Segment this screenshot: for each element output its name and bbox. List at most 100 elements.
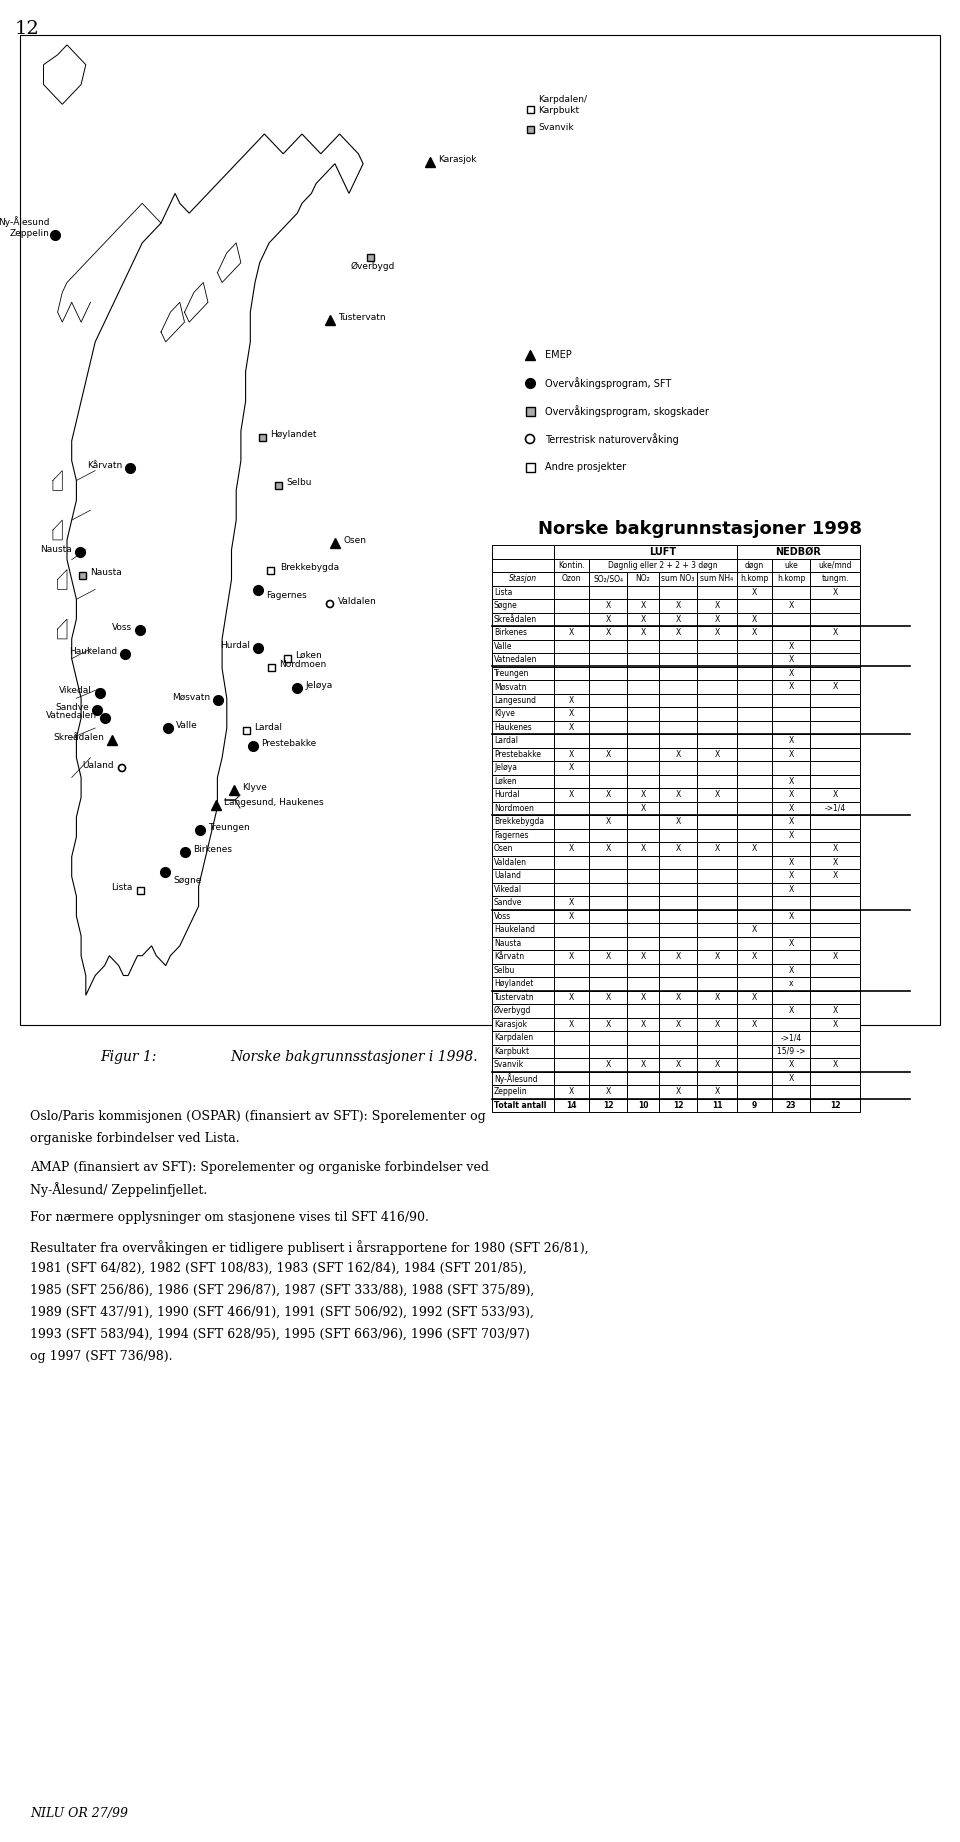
Text: Sandve: Sandve — [494, 899, 522, 908]
Text: X: X — [752, 588, 757, 597]
Bar — [772, 895, 810, 910]
Bar — [810, 733, 860, 748]
Text: Øverbygd: Øverbygd — [350, 262, 396, 271]
Bar — [737, 733, 772, 748]
Bar — [243, 726, 250, 733]
Bar — [492, 1098, 554, 1113]
Bar — [659, 761, 697, 774]
Bar — [554, 680, 589, 693]
Bar — [492, 855, 554, 869]
Bar — [627, 814, 659, 829]
Bar — [659, 895, 697, 910]
Bar — [627, 882, 659, 895]
Text: Karpdalen: Karpdalen — [494, 1033, 533, 1043]
Text: X: X — [606, 1087, 611, 1096]
Bar — [737, 586, 772, 599]
Bar — [589, 855, 627, 869]
Bar — [737, 936, 772, 950]
Bar — [697, 761, 737, 774]
Text: Sandve: Sandve — [56, 702, 89, 711]
Text: Tustervatn: Tustervatn — [338, 313, 386, 322]
Bar — [697, 748, 737, 761]
Text: X: X — [788, 682, 794, 691]
Text: X: X — [676, 952, 681, 962]
Bar — [554, 976, 589, 991]
Bar — [589, 667, 627, 680]
Bar — [810, 788, 860, 801]
Bar — [772, 869, 810, 882]
Text: X: X — [606, 628, 611, 637]
Text: Prestebakke: Prestebakke — [494, 750, 541, 759]
Bar — [810, 639, 860, 654]
Text: X: X — [788, 777, 794, 787]
Bar — [737, 1044, 772, 1057]
Bar — [772, 707, 810, 720]
Circle shape — [118, 764, 126, 772]
Bar — [810, 976, 860, 991]
Text: Vikedal: Vikedal — [494, 884, 522, 893]
Bar — [810, 774, 860, 788]
Bar — [659, 680, 697, 693]
Bar — [589, 842, 627, 855]
Text: 1989 (SFT 437/91), 1990 (SFT 466/91), 1991 (SFT 506/92), 1992 (SFT 533/93),: 1989 (SFT 437/91), 1990 (SFT 466/91), 19… — [30, 1306, 534, 1319]
Bar — [492, 895, 554, 910]
Text: Lista: Lista — [110, 882, 132, 892]
Bar — [697, 869, 737, 882]
Text: X: X — [640, 993, 646, 1002]
Bar — [737, 1057, 772, 1072]
Bar — [492, 733, 554, 748]
Bar — [772, 720, 810, 733]
Bar — [659, 923, 697, 936]
Text: 14: 14 — [566, 1102, 577, 1109]
Bar — [810, 1057, 860, 1072]
Bar — [589, 963, 627, 976]
Bar — [810, 1032, 860, 1044]
Bar — [589, 1098, 627, 1113]
Text: 1985 (SFT 256/86), 1986 (SFT 296/87), 1987 (SFT 333/88), 1988 (SFT 375/89),: 1985 (SFT 256/86), 1986 (SFT 296/87), 19… — [30, 1284, 535, 1297]
Bar — [697, 842, 737, 855]
Bar — [627, 829, 659, 842]
Bar — [627, 720, 659, 733]
Text: Langesund: Langesund — [494, 696, 536, 705]
Text: Karasjok: Karasjok — [494, 1020, 527, 1028]
Bar — [772, 1098, 810, 1113]
Text: X: X — [569, 709, 574, 718]
Bar — [589, 720, 627, 733]
Bar — [810, 586, 860, 599]
Text: X: X — [640, 803, 646, 812]
Text: X: X — [676, 1020, 681, 1028]
Bar — [659, 829, 697, 842]
Bar — [810, 991, 860, 1004]
Text: X: X — [606, 1020, 611, 1028]
Bar — [627, 801, 659, 814]
Bar — [554, 639, 589, 654]
Text: h.komp: h.komp — [740, 575, 769, 584]
Text: Ny-Ålesund
Zeppelin: Ny-Ålesund Zeppelin — [0, 216, 50, 238]
Text: X: X — [569, 1020, 574, 1028]
Bar — [627, 855, 659, 869]
Bar — [659, 586, 697, 599]
Bar — [492, 1004, 554, 1017]
Bar — [267, 567, 274, 573]
Text: X: X — [788, 803, 794, 812]
Bar — [810, 1098, 860, 1113]
Text: X: X — [606, 1061, 611, 1068]
Text: Treungen: Treungen — [494, 669, 529, 678]
Text: Svanvik: Svanvik — [538, 123, 574, 131]
Bar — [627, 733, 659, 748]
Text: Nausta: Nausta — [40, 545, 72, 553]
Text: X: X — [832, 858, 838, 868]
Text: Haukeland: Haukeland — [494, 925, 535, 934]
Text: X: X — [569, 899, 574, 908]
Bar — [589, 829, 627, 842]
Bar — [772, 573, 810, 586]
Text: Ny-Ålesund: Ny-Ålesund — [494, 1072, 538, 1083]
Text: X: X — [832, 588, 838, 597]
Bar — [810, 1004, 860, 1017]
Bar — [554, 573, 589, 586]
Bar — [492, 573, 554, 586]
Text: Voss: Voss — [112, 623, 132, 632]
Bar — [810, 748, 860, 761]
Text: X: X — [640, 844, 646, 853]
Text: X: X — [606, 844, 611, 853]
